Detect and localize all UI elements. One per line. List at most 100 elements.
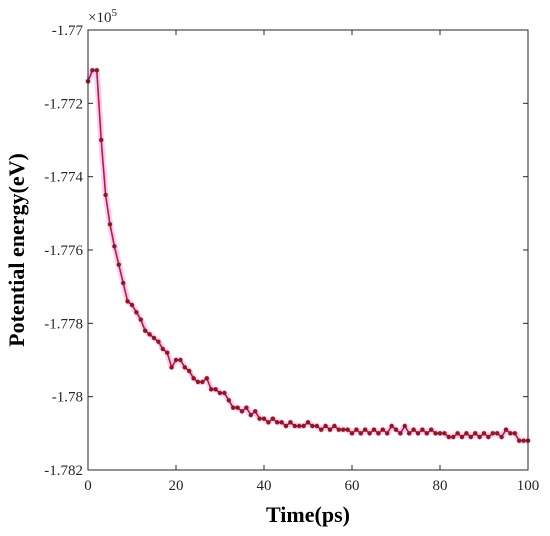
data-point bbox=[323, 423, 328, 429]
data-point bbox=[292, 423, 297, 429]
data-point bbox=[297, 423, 302, 429]
series-glow bbox=[85, 67, 531, 444]
data-point bbox=[178, 357, 183, 363]
data-point bbox=[437, 431, 443, 436]
data-point bbox=[99, 137, 104, 143]
y-tick-label: -1.78 bbox=[52, 390, 83, 406]
data-point bbox=[477, 434, 482, 440]
data-point bbox=[508, 431, 513, 436]
data-point bbox=[521, 438, 526, 443]
y-axis: -1.782 -1.78 -1.778 -1.776 -1.774 -1.772 -1.77 bbox=[44, 23, 528, 479]
x-axis-title: Time(ps) bbox=[266, 502, 350, 527]
data-point bbox=[442, 431, 447, 436]
data-point bbox=[393, 427, 399, 432]
data-point bbox=[129, 302, 135, 308]
plot-glow-layer bbox=[85, 67, 531, 444]
data-point bbox=[407, 431, 412, 436]
y-axis-title: Potential energy(eV) bbox=[4, 153, 29, 347]
data-point bbox=[217, 390, 223, 396]
data-point bbox=[209, 387, 214, 392]
data-point bbox=[239, 409, 245, 414]
data-point bbox=[261, 416, 267, 421]
data-point bbox=[327, 427, 333, 432]
data-point bbox=[517, 438, 522, 443]
data-point bbox=[279, 420, 284, 425]
data-point bbox=[248, 412, 253, 418]
data-point bbox=[103, 192, 108, 198]
data-point bbox=[420, 427, 425, 432]
y-tick-label: -1.778 bbox=[44, 316, 83, 332]
data-point bbox=[121, 280, 126, 286]
data-point bbox=[160, 346, 165, 352]
data-point bbox=[270, 416, 275, 421]
data-point bbox=[481, 431, 487, 436]
data-point bbox=[182, 365, 187, 370]
x-tick-label: 60 bbox=[345, 478, 360, 494]
data-point bbox=[380, 427, 385, 432]
data-point bbox=[213, 387, 218, 392]
data-point bbox=[305, 420, 311, 425]
data-point bbox=[116, 262, 122, 267]
data-point bbox=[402, 423, 407, 429]
data-point bbox=[332, 423, 337, 429]
data-point bbox=[336, 427, 341, 432]
data-point bbox=[367, 431, 372, 436]
data-point bbox=[415, 431, 421, 436]
data-point bbox=[244, 405, 249, 410]
data-point bbox=[486, 434, 491, 440]
x-tick-label: 40 bbox=[257, 478, 272, 494]
data-point bbox=[275, 420, 280, 425]
y-axis-multiplier-base: ×10 bbox=[88, 10, 111, 26]
data-point bbox=[283, 423, 289, 429]
x-axis: 0 20 40 60 80 100 bbox=[84, 30, 539, 494]
data-point bbox=[451, 434, 456, 440]
data-point bbox=[512, 431, 517, 436]
data-point bbox=[495, 431, 500, 436]
data-point bbox=[169, 365, 174, 370]
data-point bbox=[459, 434, 465, 440]
data-point bbox=[235, 405, 240, 410]
data-point bbox=[173, 357, 179, 363]
data-point bbox=[424, 431, 429, 436]
data-point bbox=[345, 427, 350, 432]
data-point bbox=[385, 431, 390, 436]
data-point bbox=[165, 350, 170, 355]
data-point bbox=[222, 390, 227, 396]
data-point bbox=[138, 317, 143, 322]
data-point bbox=[490, 431, 495, 436]
data-point bbox=[301, 423, 306, 429]
data-point bbox=[358, 431, 363, 436]
x-tick-label: 20 bbox=[169, 478, 184, 494]
data-point bbox=[389, 423, 394, 429]
data-point bbox=[376, 431, 381, 436]
data-point bbox=[253, 409, 258, 414]
y-tick-label: -1.772 bbox=[44, 96, 83, 112]
data-point bbox=[90, 68, 95, 73]
data-point bbox=[314, 423, 319, 429]
data-point bbox=[464, 431, 469, 436]
x-tick-label: 100 bbox=[517, 478, 540, 494]
data-point bbox=[499, 434, 504, 440]
y-tick-label: -1.774 bbox=[44, 170, 83, 186]
y-axis-multiplier-exponent: 5 bbox=[111, 7, 117, 19]
series-line bbox=[87, 69, 528, 442]
data-point bbox=[319, 427, 324, 432]
data-point bbox=[151, 335, 157, 341]
data-point bbox=[349, 431, 355, 436]
data-point bbox=[363, 427, 368, 432]
data-point bbox=[200, 379, 205, 385]
data-point bbox=[191, 376, 196, 381]
data-point bbox=[446, 434, 451, 440]
data-point bbox=[204, 376, 209, 381]
data-point bbox=[266, 420, 271, 425]
data-point bbox=[134, 310, 139, 315]
data-point bbox=[473, 431, 478, 436]
data-point bbox=[112, 244, 117, 249]
y-axis-multiplier: ×105 bbox=[88, 7, 117, 26]
data-point bbox=[310, 423, 315, 429]
data-point bbox=[257, 416, 262, 421]
data-point bbox=[231, 405, 236, 410]
data-point bbox=[125, 299, 130, 304]
plot-marker-layer bbox=[85, 68, 531, 443]
